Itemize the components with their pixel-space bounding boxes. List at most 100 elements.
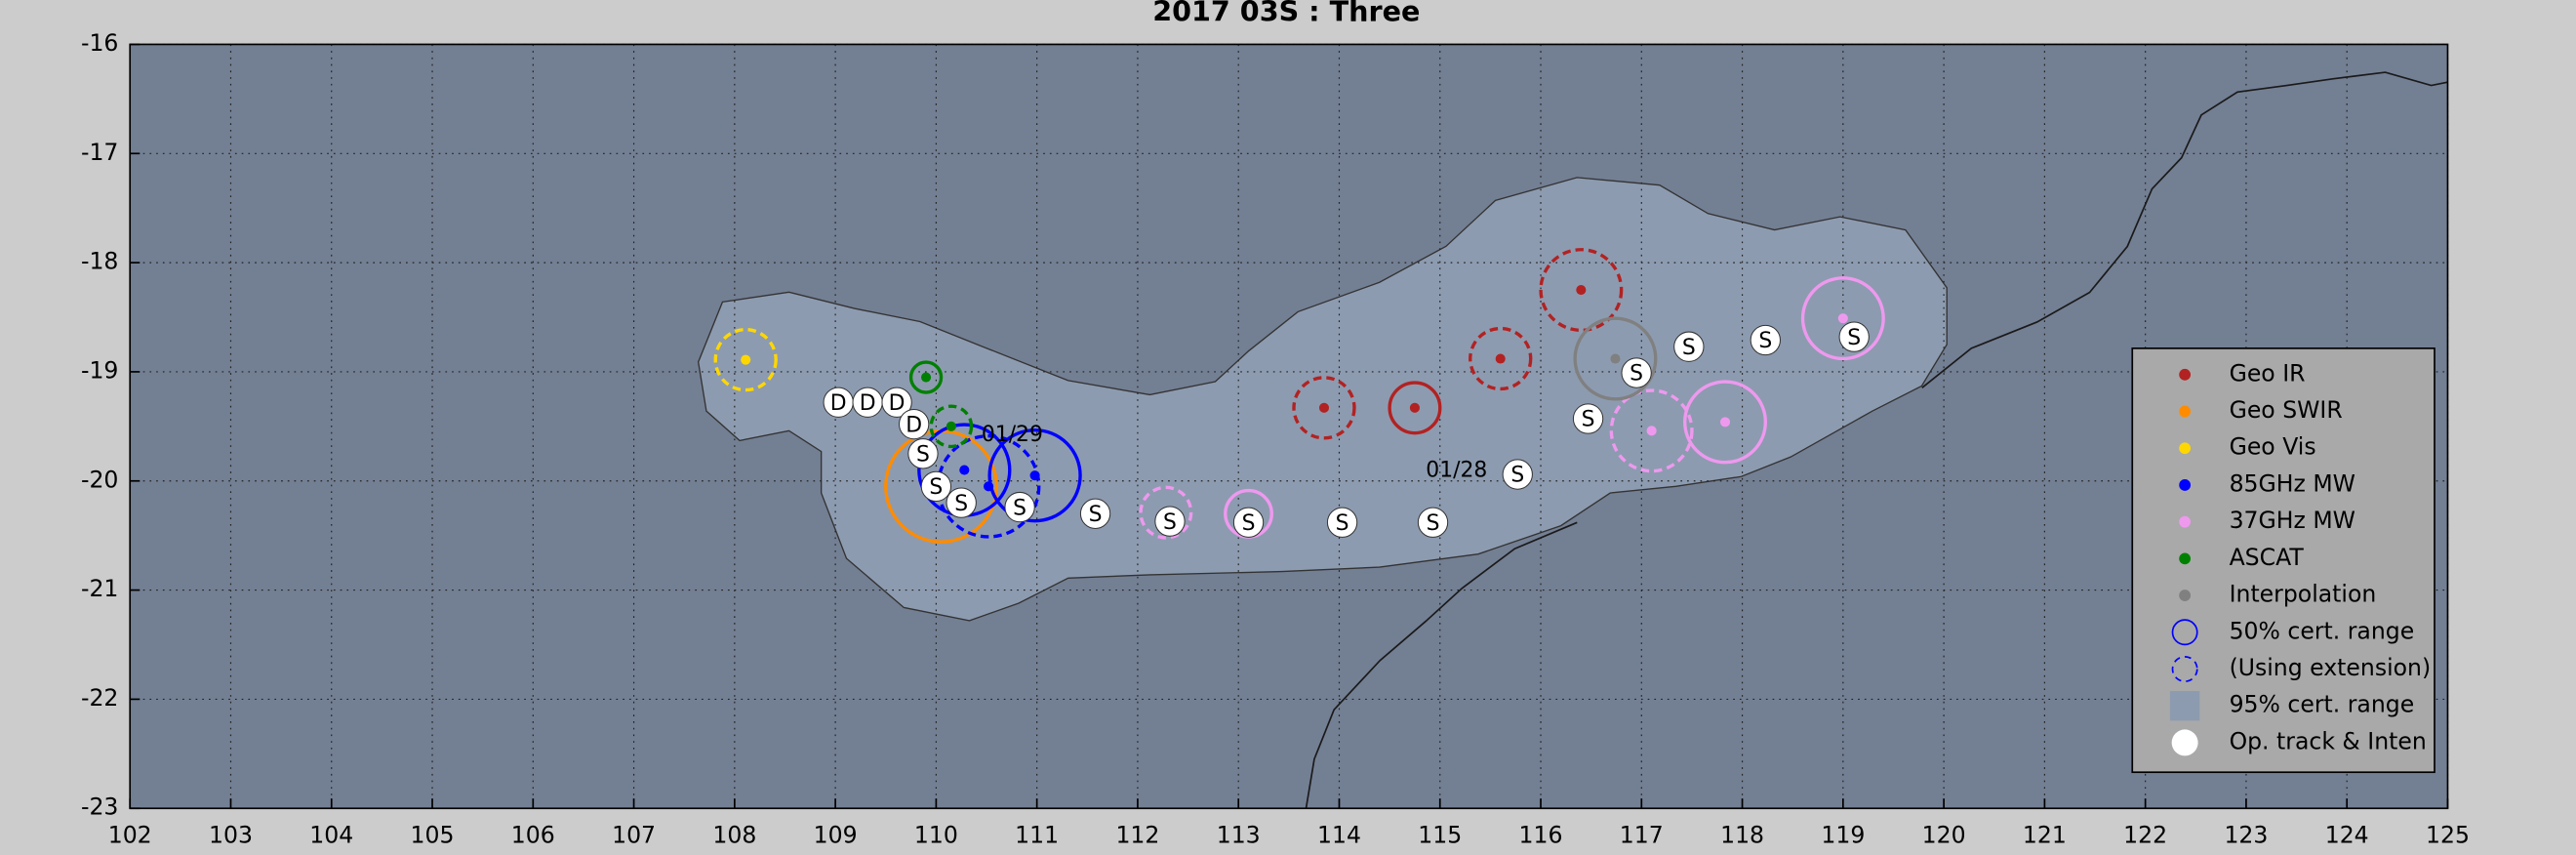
cert-circle [1469, 326, 1533, 391]
x-tick-label: 114 [1317, 821, 1361, 848]
track-label: S [1582, 408, 1595, 432]
legend-marker [2179, 405, 2192, 418]
legend-label: (Using extension) [2230, 654, 2432, 681]
legend-label: Op. track & Inten [2230, 727, 2427, 754]
track-label: S [929, 475, 943, 500]
annotation: 01/29 [982, 423, 1043, 447]
cert-circle [1292, 376, 1356, 440]
y-tick-label: -16 [81, 29, 118, 57]
track-label: D [860, 391, 876, 416]
x-tick-label: 102 [108, 821, 152, 848]
y-tick-label: -20 [81, 466, 118, 493]
cert-circle [1139, 485, 1193, 540]
fix-point [1837, 313, 1848, 324]
y-tick-label: -18 [81, 248, 118, 275]
x-tick-label: 108 [712, 821, 756, 848]
fix-point [1610, 353, 1621, 364]
fix-point [741, 354, 751, 365]
x-tick-label: 105 [411, 821, 455, 848]
x-tick-label: 107 [612, 821, 656, 848]
track-point [1154, 506, 1186, 537]
fix-point [1576, 285, 1587, 296]
x-tick-label: 113 [1217, 821, 1261, 848]
fix-point [1646, 426, 1657, 436]
x-tick-label: 103 [209, 821, 253, 848]
coastline [1305, 71, 2448, 809]
track-label: S [916, 442, 930, 467]
track-label: S [1427, 511, 1440, 536]
track-point [920, 470, 952, 503]
track-point [1673, 331, 1705, 362]
x-tick-label: 120 [1922, 821, 1966, 848]
legend-label: 37GHz MW [2230, 507, 2355, 534]
x-tick-label: 117 [1620, 821, 1664, 848]
legend-marker [2179, 590, 2192, 601]
legend-marker [2179, 442, 2192, 455]
fix-point [1719, 417, 1731, 428]
legend-marker [2179, 479, 2192, 491]
cert-circle [908, 360, 944, 394]
cert-circle [1539, 248, 1624, 333]
x-tick-label: 109 [814, 821, 858, 848]
track-label: D [889, 391, 906, 416]
track-label: S [1163, 510, 1177, 535]
track-point [899, 408, 930, 440]
fix-point [921, 372, 932, 383]
fix-point [946, 421, 956, 431]
track-label: S [954, 492, 968, 516]
fix-point [1318, 402, 1330, 413]
track-label: S [1758, 329, 1772, 353]
track-point [1502, 459, 1533, 490]
legend-label: Geo Vis [2230, 433, 2316, 461]
track-point [1572, 403, 1604, 434]
track-label: S [1682, 336, 1696, 360]
x-tick-label: 118 [1720, 821, 1764, 848]
fix-point [984, 481, 994, 492]
track-point [881, 387, 912, 418]
track-point [1750, 324, 1781, 356]
x-tick-label: 112 [1115, 821, 1159, 848]
y-tick-label: -23 [81, 794, 118, 821]
legend-label: 85GHz MW [2230, 469, 2355, 497]
cert-circle [1573, 316, 1658, 401]
track-label: S [1336, 511, 1349, 536]
legend-marker [2171, 619, 2198, 646]
x-tick-label: 125 [2426, 821, 2470, 848]
track-point [1621, 357, 1652, 388]
legend-label: 50% cert. range [2230, 617, 2415, 644]
track-point [1326, 507, 1358, 538]
x-tick-label: 116 [1519, 821, 1563, 848]
annotation: 01/28 [1426, 459, 1487, 483]
track-point [1004, 491, 1035, 523]
track-point [1232, 507, 1265, 538]
legend-marker [2179, 515, 2192, 528]
legend-label: Interpolation [2230, 581, 2377, 608]
track-label: S [1510, 464, 1524, 488]
legend-marker [2171, 729, 2198, 756]
track-label: D [830, 391, 847, 416]
cert-circle [987, 428, 1082, 523]
legend-label: Geo SWIR [2230, 396, 2343, 424]
x-tick-label: 119 [1821, 821, 1865, 848]
cert-circle [929, 404, 974, 449]
x-tick-label: 122 [2123, 821, 2167, 848]
track-label: D [906, 413, 922, 437]
cert-circle [1388, 381, 1442, 435]
track-point [946, 487, 977, 518]
track-label: S [1630, 362, 1643, 387]
legend-label: ASCAT [2230, 544, 2305, 571]
chart-title: 2017 03S : Three [1152, 0, 1420, 27]
track-label: S [1847, 326, 1861, 350]
y-tick-label: -22 [81, 684, 118, 712]
track-point [1417, 507, 1449, 538]
x-tick-label: 124 [2325, 821, 2369, 848]
fix-point [959, 465, 970, 475]
track-point [907, 438, 939, 469]
x-tick-label: 121 [2023, 821, 2067, 848]
y-tick-label: -19 [81, 356, 118, 384]
x-tick-label: 115 [1418, 821, 1462, 848]
plot-frame [129, 43, 2449, 810]
track-label: S [1013, 496, 1026, 520]
